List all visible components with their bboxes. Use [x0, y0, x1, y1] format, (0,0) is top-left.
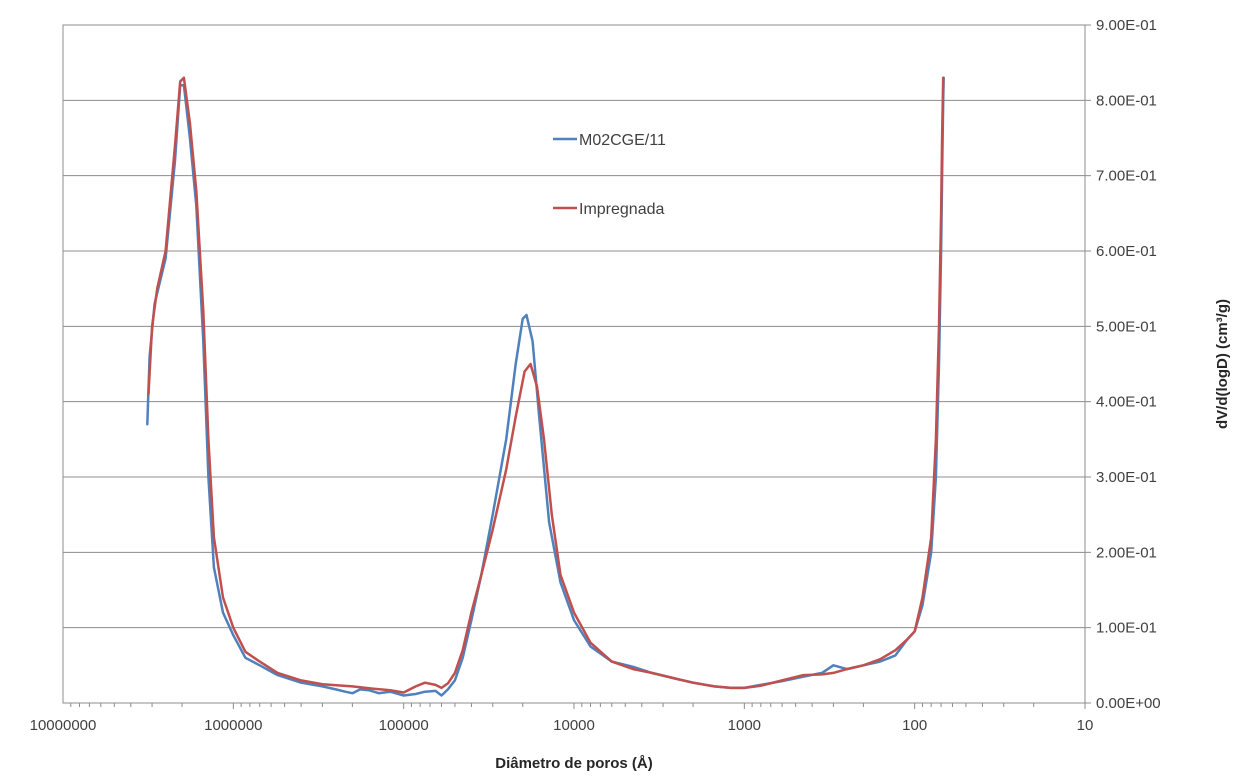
x-axis-title: Diâmetro de poros (Å)	[495, 755, 653, 772]
y-tick-label: 7.00E-01	[1096, 168, 1157, 185]
y-tick-label: 1.00E-01	[1096, 620, 1157, 637]
series-line-1	[146, 76, 945, 697]
legend-label: Impregnada	[579, 201, 664, 218]
x-tick-label: 100	[902, 717, 927, 734]
y-tick-label: 2.00E-01	[1096, 544, 1157, 561]
y-tick-label: 8.00E-01	[1096, 92, 1157, 109]
x-tick-label: 10000	[553, 717, 595, 734]
x-tick-labels: 10000000 1000000 100000 10000 1000 100 10	[30, 717, 1094, 734]
y-tick-label: 0.00E+00	[1096, 695, 1161, 712]
y-tick-label: 9.00E-01	[1096, 17, 1157, 34]
y-tick-label: 3.00E-01	[1096, 469, 1157, 486]
y-tick-label: 4.00E-01	[1096, 394, 1157, 411]
legend: M02CGE/11 Impregnada	[553, 132, 666, 218]
y-tick-label: 5.00E-01	[1096, 318, 1157, 335]
x-tick-label: 10	[1077, 717, 1094, 734]
series-lines	[146, 76, 945, 697]
y-tick-label: 6.00E-01	[1096, 243, 1157, 260]
series-line-2	[147, 76, 945, 694]
legend-label: M02CGE/11	[579, 132, 666, 149]
x-tick-label: 1000000	[204, 717, 262, 734]
y-tick-labels: 0.00E+00 1.00E-01 2.00E-01 3.00E-01 4.00E-01…	[1096, 17, 1161, 712]
x-tick-label: 100000	[379, 717, 429, 734]
plot-area-border	[62, 24, 1086, 704]
x-minor-ticks	[70, 703, 1086, 709]
x-tick-label: 10000000	[30, 717, 97, 734]
y-axis-ticks	[1085, 24, 1091, 704]
y-axis-title: dV/d(logD) (cm³/g)	[1214, 299, 1231, 429]
x-tick-label: 1000	[728, 717, 761, 734]
